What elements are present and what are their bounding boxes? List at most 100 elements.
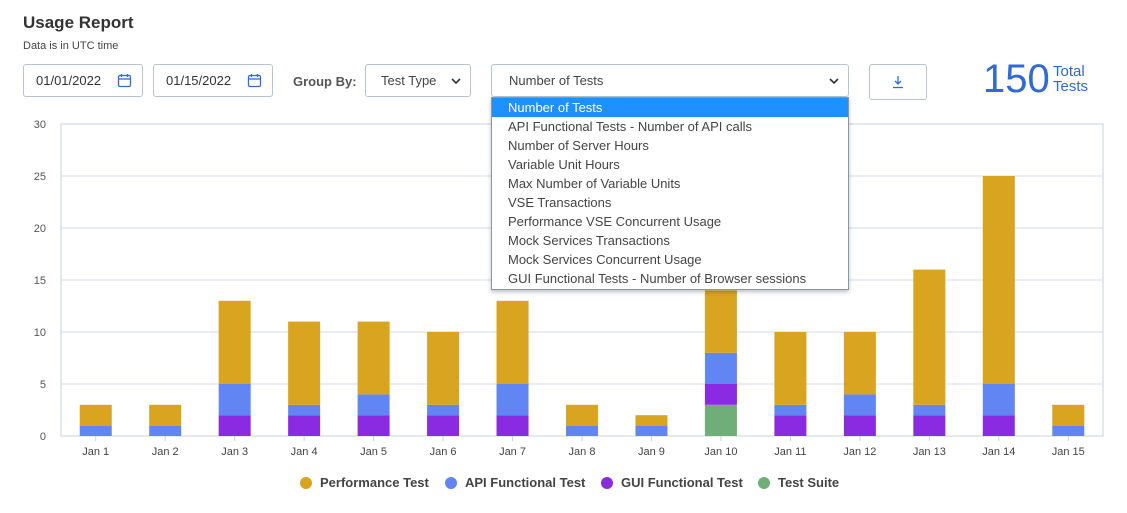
metric-option[interactable]: VSE Transactions: [508, 195, 612, 210]
bar-segment-api-functional-test: [218, 384, 251, 416]
legend-item[interactable]: GUI Functional Test: [601, 475, 743, 490]
x-tick-label: Jan 1: [82, 446, 109, 458]
bar-segment-performance-test: [982, 176, 1015, 384]
metric-value: Number of Tests: [509, 73, 604, 88]
metric-option[interactable]: API Functional Tests - Number of API cal…: [508, 119, 752, 134]
calendar-icon[interactable]: [247, 73, 262, 88]
bar-segment-gui-functional-test: [982, 415, 1015, 436]
x-tick-label: Jan 2: [152, 446, 179, 458]
group-by-value: Test Type: [381, 73, 437, 88]
x-tick-label: Jan 14: [982, 446, 1015, 458]
metric-option[interactable]: Number of Tests: [492, 98, 848, 117]
chart-legend: Performance Test API Functional Test GUI F…: [0, 475, 1127, 493]
y-tick-label: 5: [40, 379, 46, 391]
legend-label: Test Suite: [778, 475, 840, 490]
legend-dot: [758, 476, 770, 489]
bar-segment-gui-functional-test: [774, 415, 807, 436]
legend-label: GUI Functional Test: [621, 475, 743, 490]
chevron-down-icon: [829, 78, 839, 85]
bar-segment-performance-test: [427, 332, 460, 405]
total-label-line1: Total: [1053, 63, 1085, 80]
legend-dot: [300, 476, 312, 489]
y-tick-label: 25: [34, 171, 46, 183]
metric-dropdown-list[interactable]: Number of Tests API Functional Tests - Nu…: [491, 97, 849, 290]
calendar-icon[interactable]: [117, 73, 132, 88]
bar-segment-api-functional-test: [843, 394, 876, 416]
start-date-input[interactable]: 01/01/2022: [23, 64, 143, 97]
metric-option[interactable]: Variable Unit Hours: [508, 157, 620, 172]
bar-segment-api-functional-test: [704, 352, 737, 384]
y-tick-label: 0: [40, 431, 46, 443]
bar-segment-api-functional-test: [427, 404, 460, 416]
legend-label: Performance Test: [320, 475, 429, 490]
bar-segment-performance-test: [1052, 404, 1085, 426]
download-icon: [893, 76, 903, 89]
chevron-down-icon: [451, 78, 461, 85]
page-title: Usage Report: [23, 13, 134, 32]
legend-item[interactable]: Performance Test: [300, 475, 429, 490]
legend-item[interactable]: Test Suite: [758, 475, 839, 490]
legend-dot: [601, 476, 613, 489]
bar-segment-gui-functional-test: [496, 415, 529, 436]
bar-segment-performance-test: [913, 269, 946, 405]
bar-segment-api-functional-test: [496, 384, 529, 416]
bar-segment-performance-test: [149, 404, 182, 426]
x-tick-label: Jan 8: [569, 446, 596, 458]
x-tick-label: Jan 13: [913, 446, 946, 458]
group-by-select[interactable]: Test Type: [365, 64, 471, 97]
x-tick-label: Jan 11: [774, 446, 806, 458]
y-tick-label: 30: [34, 119, 46, 131]
bar-segment-performance-test: [843, 332, 876, 395]
bar-segment-performance-test: [496, 300, 529, 384]
x-tick-label: Jan 12: [843, 446, 876, 458]
bar-segment-api-functional-test: [79, 425, 112, 436]
start-date-value: 01/01/2022: [36, 73, 102, 88]
metric-option[interactable]: Mock Services Transactions: [508, 233, 670, 248]
end-date-input[interactable]: 01/15/2022: [153, 64, 273, 97]
bar-segment-performance-test: [288, 321, 321, 405]
x-tick-label: Jan 7: [499, 446, 526, 458]
bar-segment-performance-test: [79, 404, 112, 426]
x-tick-label: Jan 10: [704, 446, 737, 458]
bar-segment-api-functional-test: [913, 404, 946, 416]
total-label-line2: Tests: [1053, 78, 1089, 95]
x-tick-label: Jan 6: [430, 446, 457, 458]
metric-option[interactable]: GUI Functional Tests - Number of Browser…: [508, 271, 807, 286]
download-button[interactable]: [869, 64, 927, 100]
x-tick-label: Jan 5: [360, 446, 387, 458]
group-by-label: Group By:: [293, 74, 357, 89]
legend-item[interactable]: API Functional Test: [445, 475, 585, 490]
bar-segment-gui-functional-test: [218, 415, 251, 436]
metric-option[interactable]: Performance VSE Concurrent Usage: [508, 214, 722, 229]
legend-dot: [445, 476, 457, 489]
x-tick-label: Jan 3: [221, 446, 248, 458]
legend-label: API Functional Test: [465, 475, 586, 490]
metric-option[interactable]: Number of Server Hours: [508, 138, 649, 153]
bar-segment-performance-test: [218, 300, 251, 384]
bar-segment-api-functional-test: [635, 425, 668, 436]
bar-segment-api-functional-test: [1052, 425, 1085, 436]
bar-segment-api-functional-test: [357, 394, 390, 416]
bar-segment-api-functional-test: [288, 404, 321, 416]
bar-segment-api-functional-test: [982, 384, 1015, 416]
timezone-note: Data is in UTC time: [23, 40, 119, 52]
metric-option[interactable]: Max Number of Variable Units: [508, 176, 681, 191]
bar-segment-gui-functional-test: [704, 384, 737, 405]
bar-segment-gui-functional-test: [427, 415, 460, 436]
x-tick-label: Jan 4: [291, 446, 318, 458]
bar-segment-api-functional-test: [774, 404, 807, 416]
bar-segment-performance-test: [566, 404, 598, 426]
bar-segment-api-functional-test: [149, 425, 182, 436]
metric-option[interactable]: Mock Services Concurrent Usage: [508, 252, 702, 267]
end-date-value: 01/15/2022: [166, 73, 232, 88]
y-tick-label: 15: [34, 275, 46, 287]
bar-segment-performance-test: [704, 290, 737, 353]
bar-segment-test-suite: [704, 404, 737, 436]
metric-select[interactable]: Number of Tests: [491, 64, 849, 97]
bar-segment-performance-test: [774, 332, 807, 405]
bar-segment-gui-functional-test: [288, 415, 321, 436]
x-tick-label: Jan 15: [1052, 446, 1085, 458]
bar-segment-performance-test: [635, 415, 668, 426]
x-tick-label: Jan 9: [638, 446, 665, 458]
